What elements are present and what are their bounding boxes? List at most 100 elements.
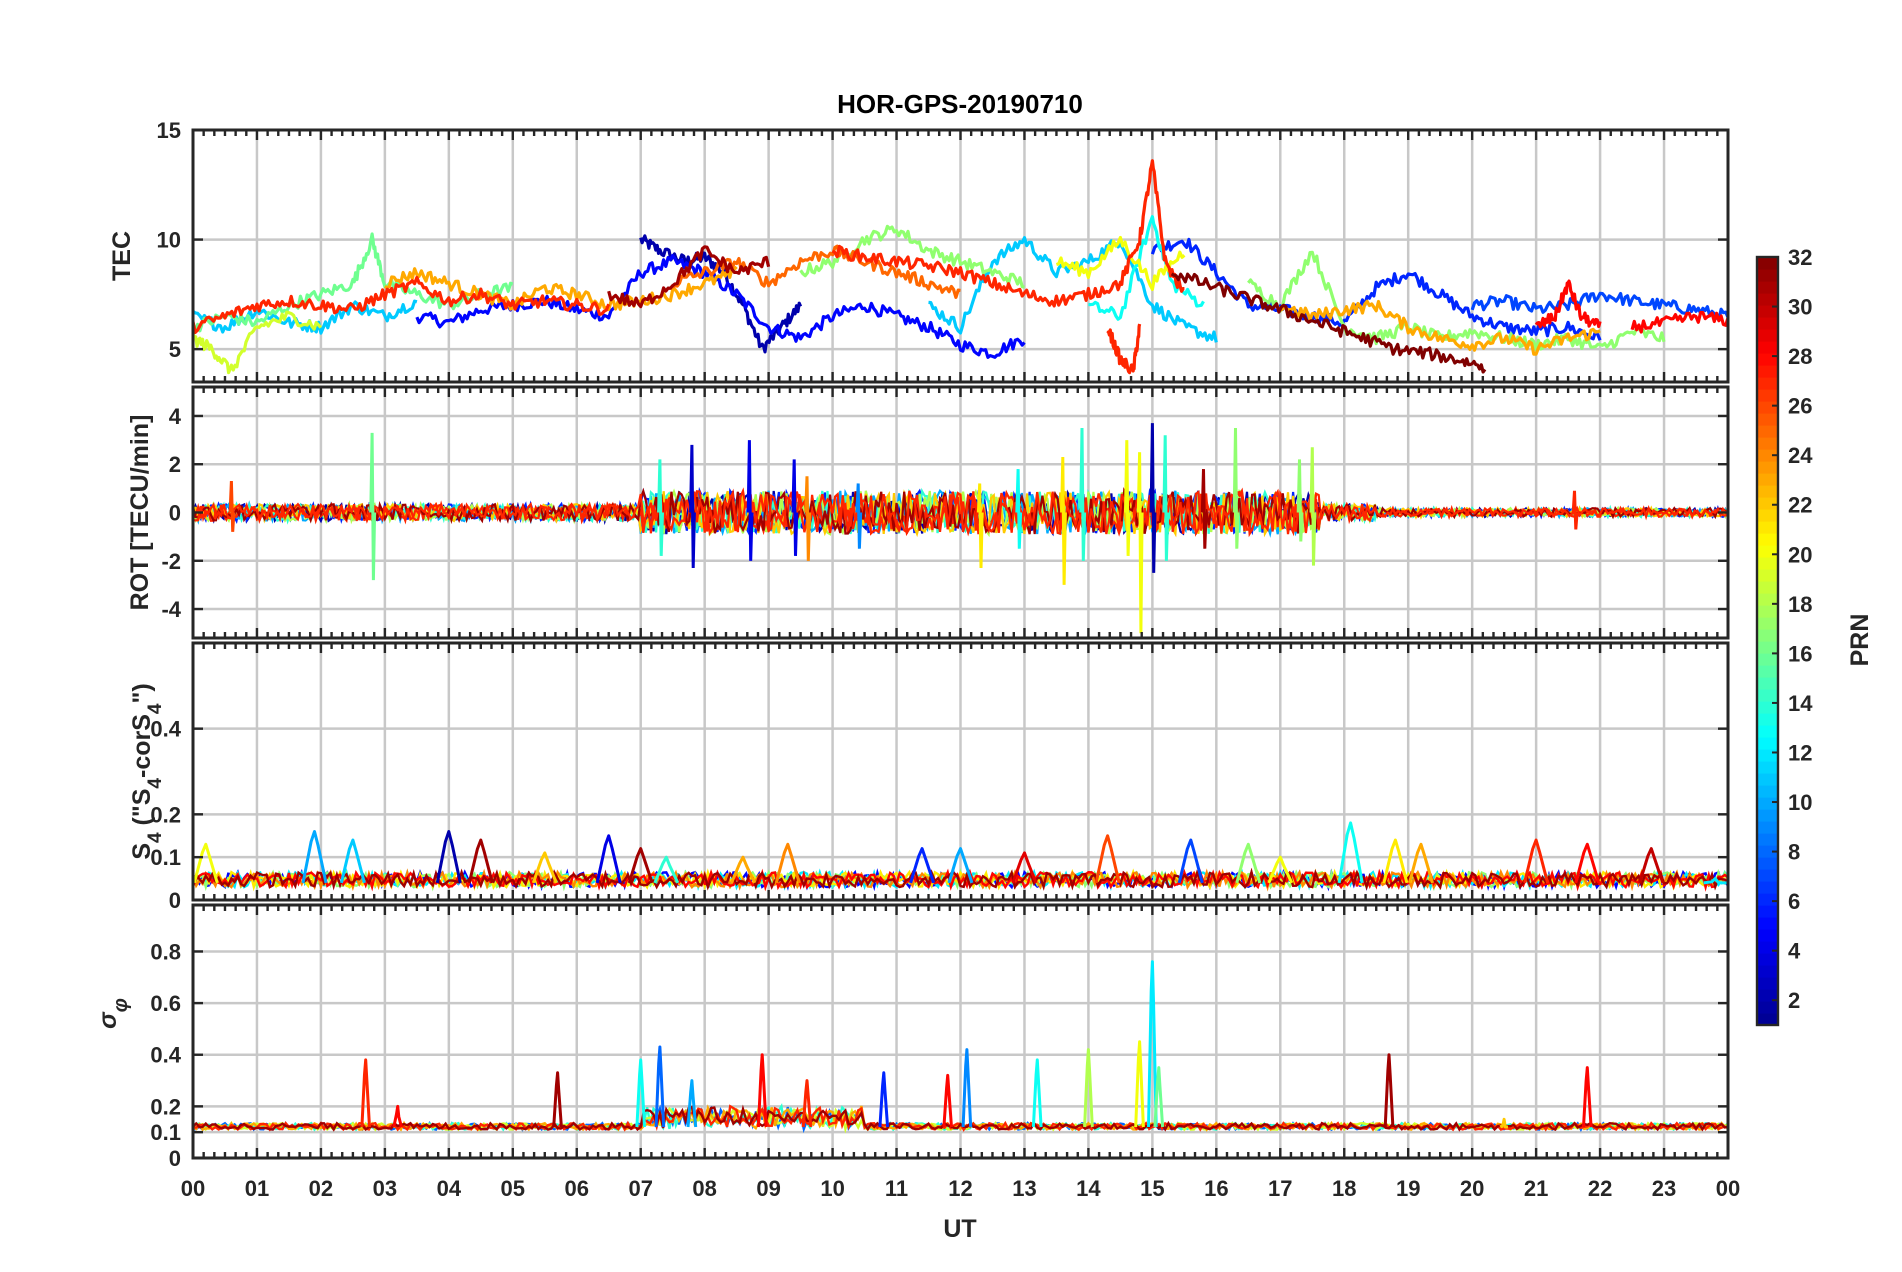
colorbar-segment bbox=[1757, 269, 1778, 282]
peak-prn-13 bbox=[635, 1058, 646, 1128]
peak-prn-17 bbox=[1235, 842, 1262, 884]
rot-spike-prn-24 bbox=[804, 476, 812, 561]
colorbar-segment bbox=[1757, 869, 1778, 882]
colorbar-segment bbox=[1757, 929, 1778, 942]
colorbar-segment bbox=[1757, 569, 1778, 582]
colorbar-segment bbox=[1757, 917, 1778, 930]
peak-prn-7 bbox=[1177, 838, 1204, 884]
panel-3: 0.4 0.2 0.1 0 S4 ("S4-corS4") bbox=[128, 641, 1730, 913]
colorbar-segment bbox=[1757, 533, 1778, 546]
colorbar-segment bbox=[1757, 941, 1778, 954]
colorbar-segment bbox=[1757, 593, 1778, 606]
colorbar-segment bbox=[1757, 305, 1778, 318]
colorbar-segment bbox=[1757, 749, 1778, 762]
tec-series-prn-16 bbox=[193, 232, 514, 334]
grid bbox=[193, 905, 1728, 1158]
colorbar-segment bbox=[1757, 257, 1778, 270]
rot-spike-prn-2 bbox=[1149, 423, 1157, 573]
y-tick-label: 0.1 bbox=[150, 845, 181, 870]
y-tick-label: -2 bbox=[161, 549, 181, 574]
rot-spike-prn-16 bbox=[369, 432, 377, 581]
colorbar-segment bbox=[1757, 881, 1778, 894]
colorbar-segment bbox=[1757, 629, 1778, 642]
colorbar-tick-label: 24 bbox=[1788, 443, 1813, 468]
colorbar-segment bbox=[1757, 689, 1778, 702]
colorbar-segment bbox=[1757, 953, 1778, 966]
x-tick-label: 01 bbox=[245, 1176, 269, 1201]
colorbar-segment bbox=[1757, 605, 1778, 618]
rot-spike-prn-14 bbox=[1162, 435, 1170, 561]
peak-prn-31 bbox=[1383, 1053, 1395, 1128]
rot-spike-prn-21 bbox=[976, 483, 984, 569]
tec-series-prn-32 bbox=[1170, 272, 1487, 374]
colorbar-segment bbox=[1757, 785, 1778, 798]
y-axis-label: TEC bbox=[108, 231, 136, 281]
colorbar-segment bbox=[1757, 317, 1778, 330]
colorbar-segment bbox=[1757, 425, 1778, 438]
peak-prn-6 bbox=[909, 847, 936, 884]
grid bbox=[193, 643, 1728, 900]
colorbar-segment bbox=[1757, 653, 1778, 666]
rot-spike-prn-4 bbox=[746, 440, 754, 561]
x-tick-label: 11 bbox=[885, 1176, 908, 1201]
tec-series-prn-11 bbox=[928, 236, 1218, 343]
tec-series-prn-27 bbox=[193, 275, 611, 334]
x-tick-label: 23 bbox=[1652, 1176, 1676, 1201]
colorbar-segment bbox=[1757, 1001, 1778, 1014]
colorbar-segment bbox=[1757, 581, 1778, 594]
y-tick-label: 0.1 bbox=[150, 1120, 181, 1145]
y-tick-label: 0.2 bbox=[150, 802, 181, 827]
colorbar-segment bbox=[1757, 893, 1778, 906]
peak-prn-14 bbox=[653, 855, 680, 884]
peak-prn-8 bbox=[654, 1045, 666, 1128]
colorbar-segment bbox=[1757, 389, 1778, 402]
colorbar-segment bbox=[1757, 281, 1778, 294]
peak-prn-28 bbox=[392, 1104, 403, 1128]
chart-title: HOR-GPS-20190710 bbox=[837, 89, 1083, 119]
peak-prn-10 bbox=[947, 847, 974, 884]
peak-prn-10 bbox=[301, 830, 328, 884]
y-tick-label: 0 bbox=[169, 501, 181, 526]
y-tick-label: 0.6 bbox=[150, 991, 181, 1016]
rot-noise-prn-31 bbox=[193, 487, 1728, 535]
y-tick-label: 0.4 bbox=[150, 1043, 181, 1068]
panel-1: 5 10 15 TEC bbox=[108, 118, 1730, 384]
peak-prn-6 bbox=[878, 1071, 890, 1128]
colorbar-tick-label: 32 bbox=[1788, 245, 1812, 270]
series-group bbox=[193, 960, 1728, 1134]
peak-prn-21 bbox=[1382, 838, 1409, 884]
colorbar-segment bbox=[1757, 497, 1778, 510]
colorbar-tick-label: 12 bbox=[1788, 740, 1812, 765]
series-group bbox=[193, 159, 1728, 375]
colorbar-segment bbox=[1757, 845, 1778, 858]
x-tick-label: 16 bbox=[1204, 1176, 1228, 1201]
x-tick-label: 19 bbox=[1396, 1176, 1420, 1201]
rot-spike-prn-17 bbox=[1232, 427, 1240, 549]
tec-series-prn-28 bbox=[1630, 310, 1728, 334]
y-tick-label: 15 bbox=[157, 118, 181, 143]
peak-prn-27 bbox=[1523, 838, 1550, 884]
x-tick-label: 07 bbox=[628, 1176, 652, 1201]
colorbar-tick-label: 8 bbox=[1788, 840, 1800, 865]
colorbar-tick-label: 26 bbox=[1788, 394, 1812, 419]
tick-marks bbox=[191, 387, 1730, 638]
peak-prn-23 bbox=[730, 855, 756, 884]
peak-prn-28 bbox=[1582, 1066, 1593, 1128]
x-axis-label: UT bbox=[943, 1215, 976, 1243]
colorbar-segment bbox=[1757, 977, 1778, 990]
y-tick-label: 0.2 bbox=[150, 1094, 181, 1119]
colorbar-tick-label: 14 bbox=[1788, 691, 1813, 716]
peak-prn-27 bbox=[360, 1058, 371, 1128]
colorbar-tick-label: 4 bbox=[1788, 939, 1801, 964]
peak-prn-20 bbox=[1134, 1040, 1145, 1128]
peak-prn-28 bbox=[756, 1053, 768, 1128]
tec-series-prn-25 bbox=[671, 244, 961, 299]
tec-series-prn-31 bbox=[607, 245, 771, 309]
x-tick-label: 03 bbox=[373, 1176, 397, 1201]
colorbar-segment bbox=[1757, 821, 1778, 834]
colorbar-segment bbox=[1757, 725, 1778, 738]
x-tick-label: 13 bbox=[1012, 1176, 1036, 1201]
colorbar-segment bbox=[1757, 905, 1778, 918]
y-tick-label: 2 bbox=[169, 452, 181, 477]
